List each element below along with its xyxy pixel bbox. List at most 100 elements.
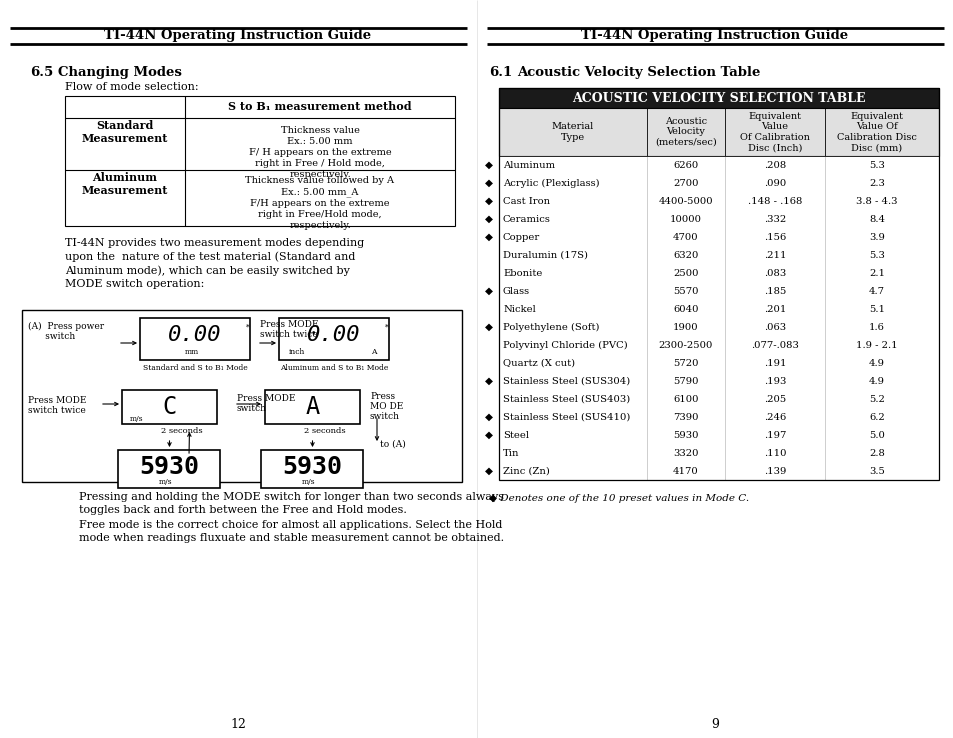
Bar [261, 450, 363, 488]
Text: TI-44N Operating Instruction Guide: TI-44N Operating Instruction Guide [580, 30, 847, 43]
Text: 6.5: 6.5 [30, 66, 53, 79]
Text: 4170: 4170 [673, 466, 699, 475]
Text: C: C [162, 395, 176, 419]
Text: 3.9: 3.9 [868, 232, 884, 241]
Text: MO DE: MO DE [370, 402, 403, 411]
Text: Nickel: Nickel [502, 305, 536, 314]
Bar [498, 88, 938, 108]
Text: Press: Press [370, 392, 395, 401]
Bar [22, 310, 461, 482]
Text: .201: .201 [763, 305, 785, 314]
Text: 6100: 6100 [673, 395, 698, 404]
Text: S to B₁ measurement method: S to B₁ measurement method [228, 102, 412, 112]
Text: 5.1: 5.1 [868, 305, 884, 314]
Text: 9: 9 [710, 717, 719, 731]
Text: mm: mm [185, 348, 199, 356]
Text: Steel: Steel [502, 430, 529, 440]
Text: 1.6: 1.6 [868, 323, 884, 331]
Text: Quartz (X cut): Quartz (X cut) [502, 359, 575, 368]
Text: A: A [305, 395, 319, 419]
Bar [498, 336, 938, 354]
Text: 5930: 5930 [673, 430, 698, 440]
Bar [498, 264, 938, 282]
Text: 3.8 - 4.3: 3.8 - 4.3 [856, 196, 897, 205]
Text: 2.8: 2.8 [868, 449, 884, 458]
Text: .110: .110 [763, 449, 785, 458]
Text: Zinc (Zn): Zinc (Zn) [502, 466, 549, 475]
Text: 3320: 3320 [673, 449, 698, 458]
Text: .211: .211 [763, 250, 785, 260]
Text: .090: .090 [763, 179, 785, 187]
Text: 2.3: 2.3 [868, 179, 884, 187]
Bar [498, 408, 938, 426]
Text: ◆: ◆ [484, 196, 493, 205]
Text: (A)  Press power: (A) Press power [28, 322, 104, 331]
Bar [498, 246, 938, 264]
Text: Equivalent
Value Of
Calibration Disc
Disc (mm): Equivalent Value Of Calibration Disc Dis… [836, 112, 916, 152]
Text: Thickness value followed by A
Ex.: 5.00 mm_A
F/H appears on the extreme
right in: Thickness value followed by A Ex.: 5.00 … [245, 176, 395, 230]
Text: .191: .191 [763, 359, 785, 368]
Text: m/s: m/s [159, 478, 172, 486]
Bar [498, 108, 938, 156]
Text: Aluminum
Measurement: Aluminum Measurement [82, 172, 168, 196]
Bar [498, 192, 938, 210]
Bar [65, 96, 455, 226]
Bar [498, 174, 938, 192]
Text: Duralumin (17S): Duralumin (17S) [502, 250, 587, 260]
Text: switch: switch [28, 332, 75, 341]
Text: 2500: 2500 [673, 269, 698, 277]
Text: Thickness value
Ex.: 5.00 mm
F/ H appears on the extreme
right in Free / Hold mo: Thickness value Ex.: 5.00 mm F/ H appear… [249, 126, 391, 179]
Text: 4400-5000: 4400-5000 [658, 196, 713, 205]
Bar [498, 156, 938, 174]
Text: 2 seconds: 2 seconds [160, 427, 202, 435]
Text: Ebonite: Ebonite [502, 269, 542, 277]
Text: 4700: 4700 [673, 232, 699, 241]
Text: 5570: 5570 [673, 286, 698, 295]
Text: Acoustic Velocity Selection Table: Acoustic Velocity Selection Table [517, 66, 760, 79]
Text: *: * [246, 324, 250, 332]
Text: ◆: ◆ [484, 215, 493, 224]
Text: .139: .139 [763, 466, 785, 475]
Text: 3.5: 3.5 [868, 466, 884, 475]
Text: Changing Modes: Changing Modes [58, 66, 182, 79]
Text: ACOUSTIC VELOCITY SELECTION TABLE: ACOUSTIC VELOCITY SELECTION TABLE [572, 92, 864, 105]
Bar [498, 462, 938, 480]
Text: Standard and S to B₁ Mode: Standard and S to B₁ Mode [143, 364, 247, 372]
Text: 6.1: 6.1 [489, 66, 512, 79]
Text: 4.9: 4.9 [868, 359, 884, 368]
Bar [498, 354, 938, 372]
Text: .332: .332 [763, 215, 785, 224]
Text: 1.9 - 2.1: 1.9 - 2.1 [855, 340, 897, 350]
Text: Standard
Measurement: Standard Measurement [82, 120, 168, 145]
Text: Acrylic (Plexiglass): Acrylic (Plexiglass) [502, 179, 599, 187]
Text: Press MODE: Press MODE [236, 394, 295, 403]
Text: Aluminum and S to B₁ Mode: Aluminum and S to B₁ Mode [279, 364, 388, 372]
Text: *: * [385, 324, 389, 332]
Text: Free mode is the correct choice for almost all applications. Select the Hold
   : Free mode is the correct choice for almo… [65, 520, 503, 543]
Text: switch: switch [236, 404, 267, 413]
Text: 5.3: 5.3 [868, 250, 884, 260]
Bar [498, 318, 938, 336]
Text: switch twice: switch twice [260, 330, 317, 339]
Text: 5.0: 5.0 [868, 430, 884, 440]
Text: 2.1: 2.1 [868, 269, 884, 277]
Text: switch twice: switch twice [28, 406, 86, 415]
Text: 5.2: 5.2 [868, 395, 884, 404]
Bar [498, 300, 938, 318]
Text: Pressing and holding the MODE switch for longer than two seconds always
    togg: Pressing and holding the MODE switch for… [65, 492, 503, 515]
Text: ◆: ◆ [484, 376, 493, 385]
Text: ◆: ◆ [484, 286, 493, 295]
Text: Cast Iron: Cast Iron [502, 196, 550, 205]
Text: Aluminum: Aluminum [502, 160, 555, 170]
Text: ◆: ◆ [484, 232, 493, 241]
Text: .246: .246 [763, 413, 785, 421]
Bar [498, 372, 938, 390]
Text: 5.3: 5.3 [868, 160, 884, 170]
Text: ◆ Denotes one of the 10 preset values in Mode C.: ◆ Denotes one of the 10 preset values in… [489, 494, 748, 503]
Text: 6040: 6040 [673, 305, 698, 314]
Text: 6260: 6260 [673, 160, 698, 170]
Text: 0.00: 0.00 [168, 325, 221, 345]
Bar [140, 318, 250, 360]
Text: inch: inch [289, 348, 305, 356]
Text: Flow of mode selection:: Flow of mode selection: [65, 82, 198, 92]
